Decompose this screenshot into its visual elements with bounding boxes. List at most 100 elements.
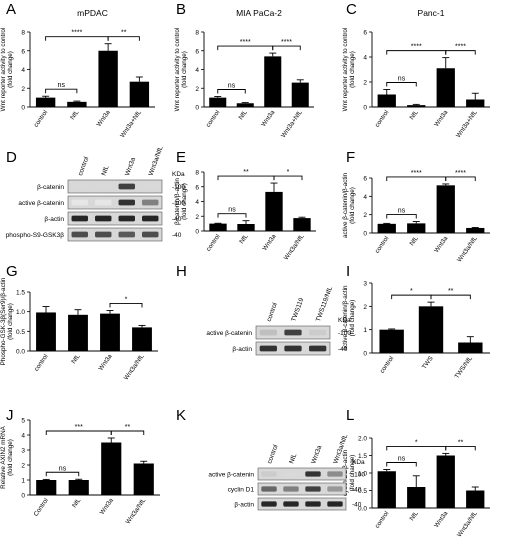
x-tick-label: NfL (71, 497, 83, 509)
blot-band (327, 471, 343, 477)
chart-title: MIA PaCa-2 (236, 8, 282, 18)
significance-bracket (445, 445, 476, 451)
significance-label: **** (281, 39, 292, 46)
significance-label: * (410, 288, 413, 295)
y-tick-label: 0 (195, 105, 199, 112)
significance-bracket (445, 50, 476, 55)
x-tick-label: control (374, 510, 391, 530)
y-axis-label-line: (fold change) (349, 51, 356, 88)
lane-label: TWS119/NfL (315, 285, 334, 322)
y-axis-label-line: Wnt reporter activity to control (174, 28, 181, 112)
kda-marker: -100 (172, 184, 185, 191)
blot-band (309, 345, 327, 352)
kda-marker: -40 (352, 487, 362, 494)
panel-letter: I (346, 263, 350, 280)
y-tick-label: 1.0 (358, 471, 367, 478)
significance-label: **** (455, 44, 466, 51)
bar-Wnt3a/NfL (466, 227, 485, 233)
panel-letter: G (6, 263, 18, 280)
y-tick-label: 2 (195, 86, 199, 93)
bar-control (377, 223, 396, 233)
chart-title: Panc-1 (418, 8, 445, 18)
x-tick-label: NfL (409, 235, 421, 247)
y-tick-label: 4 (21, 67, 25, 74)
y-tick-label: 2 (363, 304, 367, 311)
significance-label: ns (398, 456, 406, 463)
y-axis-label: Relative AXIN2 mRNA(fold change) (0, 425, 14, 488)
blot-band (261, 501, 277, 507)
y-axis-label-line: (fold change) (181, 183, 188, 220)
y-tick-label: 3 (363, 281, 367, 288)
y-tick-label: 2 (21, 86, 25, 93)
y-axis-label-line: (fold change) (349, 455, 356, 492)
lane-label: Wnt3a/NfL (148, 145, 165, 177)
blot-row-label: β-catenin (37, 184, 64, 191)
panel-letter: D (6, 149, 17, 166)
x-tick-label: Wnt3a (99, 497, 115, 516)
x-tick-label: Wnt3a/NfL (456, 510, 479, 539)
blot-row-label: cyclin D1 (228, 487, 255, 494)
blot-strip (257, 482, 347, 496)
blot-strip (67, 227, 163, 242)
bar-NfL (237, 223, 255, 231)
bar-control (35, 97, 56, 107)
bar-Wnt3a (436, 455, 455, 508)
bar-Wnt3a+NfL (466, 99, 485, 107)
significance-bracket (109, 303, 143, 308)
y-tick-label: 2.0 (358, 436, 367, 443)
blot-strip (67, 179, 163, 194)
y-tick-label: 4 (195, 199, 199, 206)
blot-strip (257, 497, 347, 511)
significance-label: ** (121, 30, 127, 37)
significance-bracket (445, 176, 476, 181)
chart-panel-I: I 0 1 2 3 active β-catenin/β-actin(fold chang… (342, 263, 490, 380)
y-axis-label-line: Relative AXIN2 mRNA (0, 425, 7, 488)
y-axis-label-line: Wnt reporter activity to control (342, 28, 349, 112)
bar-control (209, 223, 227, 231)
significance-bracket (217, 45, 274, 51)
y-tick-label: 2 (195, 214, 199, 221)
blot-band (95, 231, 112, 238)
y-tick-label: 4 (21, 433, 25, 440)
lane-label: Wnt3a (124, 156, 137, 176)
blot-band (305, 471, 321, 477)
x-tick-label: control (374, 235, 391, 255)
y-axis-label: β-catenin/β-actin(fold change) (174, 178, 188, 225)
kda-marker: -100 (352, 472, 365, 479)
y-axis-label-line: active β-catenin/β-actin (342, 173, 349, 238)
blot-band (71, 231, 88, 238)
significance-bracket (386, 214, 417, 219)
x-tick-label: Wnt3a (96, 109, 112, 128)
blot-row-label: β-actin (232, 346, 252, 353)
y-axis-label-line: (fold change) (7, 439, 14, 476)
kda-marker: -40 (338, 346, 348, 353)
significance-bracket (45, 36, 109, 41)
significance-label: ns (228, 83, 236, 90)
blot-band (259, 345, 277, 352)
bar-Wnt3a+NfL (291, 82, 309, 107)
bar-NfL (236, 103, 254, 107)
significance-label: ** (125, 424, 131, 431)
blot-strip (67, 211, 163, 226)
blot-band (95, 215, 112, 222)
blot-band (261, 471, 277, 477)
kda-marker: -40 (352, 502, 362, 509)
blot-band (71, 199, 88, 206)
y-tick-label: 0 (195, 229, 199, 236)
y-tick-label: 6 (195, 48, 199, 55)
y-tick-label: 0 (21, 493, 25, 500)
y-tick-label: 0.0 (358, 506, 367, 513)
y-axis-label-line: (fold change) (7, 303, 14, 340)
kda-marker: -40 (172, 232, 182, 239)
y-axis-label-line: (fold change) (349, 187, 356, 224)
significance-bracket (386, 462, 417, 467)
x-tick-label: Wnt3a (97, 353, 113, 372)
bar-TWS/NfL (458, 342, 483, 353)
y-tick-label: 6 (363, 30, 367, 37)
bar-Wnt3a/NfL (466, 490, 485, 508)
significance-bracket (107, 36, 140, 41)
blot-row-label: active β-catenin (208, 472, 254, 479)
